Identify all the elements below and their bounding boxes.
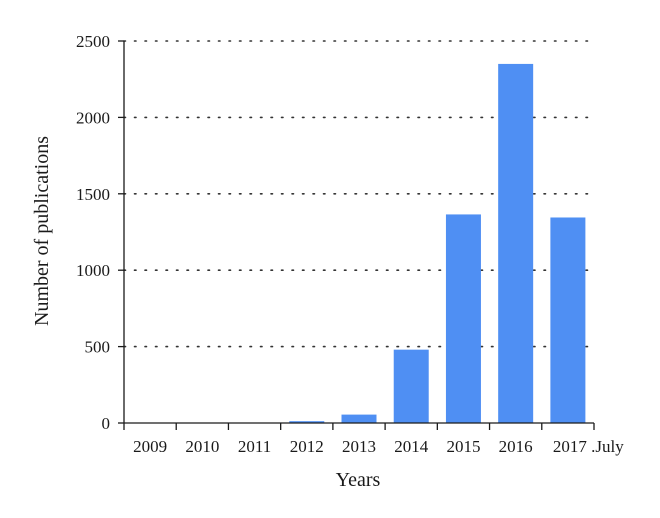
x-tick-label-2009: 2009 <box>133 437 167 456</box>
y-tick-label-0: 0 <box>102 414 111 433</box>
y-tick-label-2500: 2500 <box>76 32 110 51</box>
tick-labels: 0 500 1000 1500 2000 2500 2009 2010 2011 2012 2013… <box>76 32 624 456</box>
y-tick-label-1000: 1000 <box>76 261 110 280</box>
x-tick-label-2015: 2015 <box>446 437 480 456</box>
bar-2017-july <box>550 217 586 423</box>
x-tick-label-2016: 2016 <box>499 437 533 456</box>
x-tick-label-2013: 2013 <box>342 437 376 456</box>
y-axis-title: Number of publications <box>31 136 53 326</box>
bar-2013 <box>341 414 377 423</box>
x-tick-label-2011: 2011 <box>238 437 271 456</box>
y-tick-label-2000: 2000 <box>76 108 110 127</box>
x-tick-label-2014: 2014 <box>394 437 429 456</box>
x-tick-label-2010: 2010 <box>185 437 219 456</box>
bar-2012 <box>289 421 325 423</box>
bar-2014 <box>393 349 429 423</box>
y-tick-label-1500: 1500 <box>76 185 110 204</box>
x-tick-label-2017-july: 2017 .July <box>553 437 624 456</box>
x-axis-title: Years <box>336 469 381 491</box>
axes <box>118 40 595 430</box>
bars <box>184 63 586 424</box>
x-tick-label-2012: 2012 <box>290 437 324 456</box>
bar-2015 <box>445 214 481 423</box>
bar-2016 <box>498 63 534 424</box>
y-tick-label-500: 500 <box>85 338 111 357</box>
